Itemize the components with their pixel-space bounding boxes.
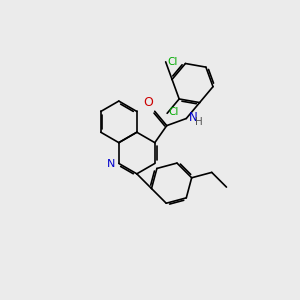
Text: Cl: Cl [167, 57, 178, 67]
Text: O: O [143, 96, 153, 109]
Text: N: N [106, 159, 115, 169]
Text: N: N [189, 111, 197, 124]
Text: Cl: Cl [169, 107, 179, 117]
Text: H: H [195, 117, 203, 128]
